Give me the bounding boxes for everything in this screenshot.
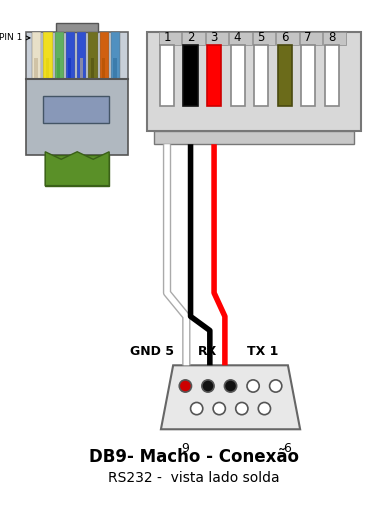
Circle shape — [224, 380, 237, 392]
Bar — [68, 58, 71, 79]
Bar — [160, 46, 174, 106]
Text: 5: 5 — [257, 32, 265, 45]
Bar — [324, 32, 346, 46]
Text: 4: 4 — [234, 32, 241, 45]
Text: 3: 3 — [210, 32, 218, 45]
Bar — [206, 32, 228, 46]
Circle shape — [179, 380, 191, 392]
Bar — [43, 32, 53, 79]
Bar — [45, 154, 109, 185]
Bar — [300, 32, 322, 46]
Bar — [102, 58, 105, 79]
Text: 2: 2 — [187, 32, 194, 45]
Text: 9: 9 — [182, 442, 189, 455]
Bar — [66, 32, 75, 79]
Bar — [325, 46, 339, 106]
Bar — [253, 32, 275, 46]
Text: 6: 6 — [281, 32, 288, 45]
Bar — [43, 96, 109, 123]
Polygon shape — [56, 23, 98, 32]
Text: GND 5: GND 5 — [130, 345, 174, 358]
Circle shape — [258, 402, 270, 415]
Bar — [46, 58, 49, 79]
Circle shape — [247, 380, 259, 392]
Bar — [277, 46, 292, 106]
Bar — [79, 58, 83, 79]
Bar — [26, 79, 128, 154]
Bar — [89, 32, 98, 79]
Circle shape — [213, 402, 225, 415]
Bar — [159, 32, 181, 46]
Text: RS232 -  vista lado solda: RS232 - vista lado solda — [108, 471, 280, 485]
Bar — [26, 32, 128, 79]
Bar — [113, 58, 117, 79]
Text: 8: 8 — [328, 32, 335, 45]
Text: DB9- Macho - Conexão: DB9- Macho - Conexão — [89, 449, 299, 467]
Bar — [32, 32, 41, 79]
Bar — [34, 58, 38, 79]
Bar — [91, 58, 94, 79]
Bar — [111, 32, 120, 79]
Bar — [57, 58, 60, 79]
Bar — [276, 32, 299, 46]
Bar — [301, 46, 315, 106]
Bar — [77, 32, 86, 79]
Polygon shape — [45, 152, 109, 185]
Bar — [182, 32, 205, 46]
Text: 1: 1 — [163, 32, 171, 45]
Text: 7: 7 — [305, 32, 312, 45]
Bar — [231, 46, 244, 106]
Circle shape — [236, 402, 248, 415]
Bar — [55, 32, 64, 79]
Circle shape — [202, 380, 214, 392]
Text: TX 1: TX 1 — [247, 345, 279, 358]
Text: PIN 1: PIN 1 — [0, 34, 30, 42]
Bar — [207, 46, 221, 106]
Bar — [254, 46, 268, 106]
Text: 6: 6 — [283, 442, 291, 455]
Bar — [154, 131, 354, 144]
Text: RX: RX — [198, 345, 217, 358]
Bar — [100, 32, 109, 79]
Polygon shape — [161, 365, 300, 429]
Bar — [147, 32, 361, 131]
Bar — [229, 32, 252, 46]
Circle shape — [191, 402, 203, 415]
Bar — [183, 46, 198, 106]
Circle shape — [270, 380, 282, 392]
